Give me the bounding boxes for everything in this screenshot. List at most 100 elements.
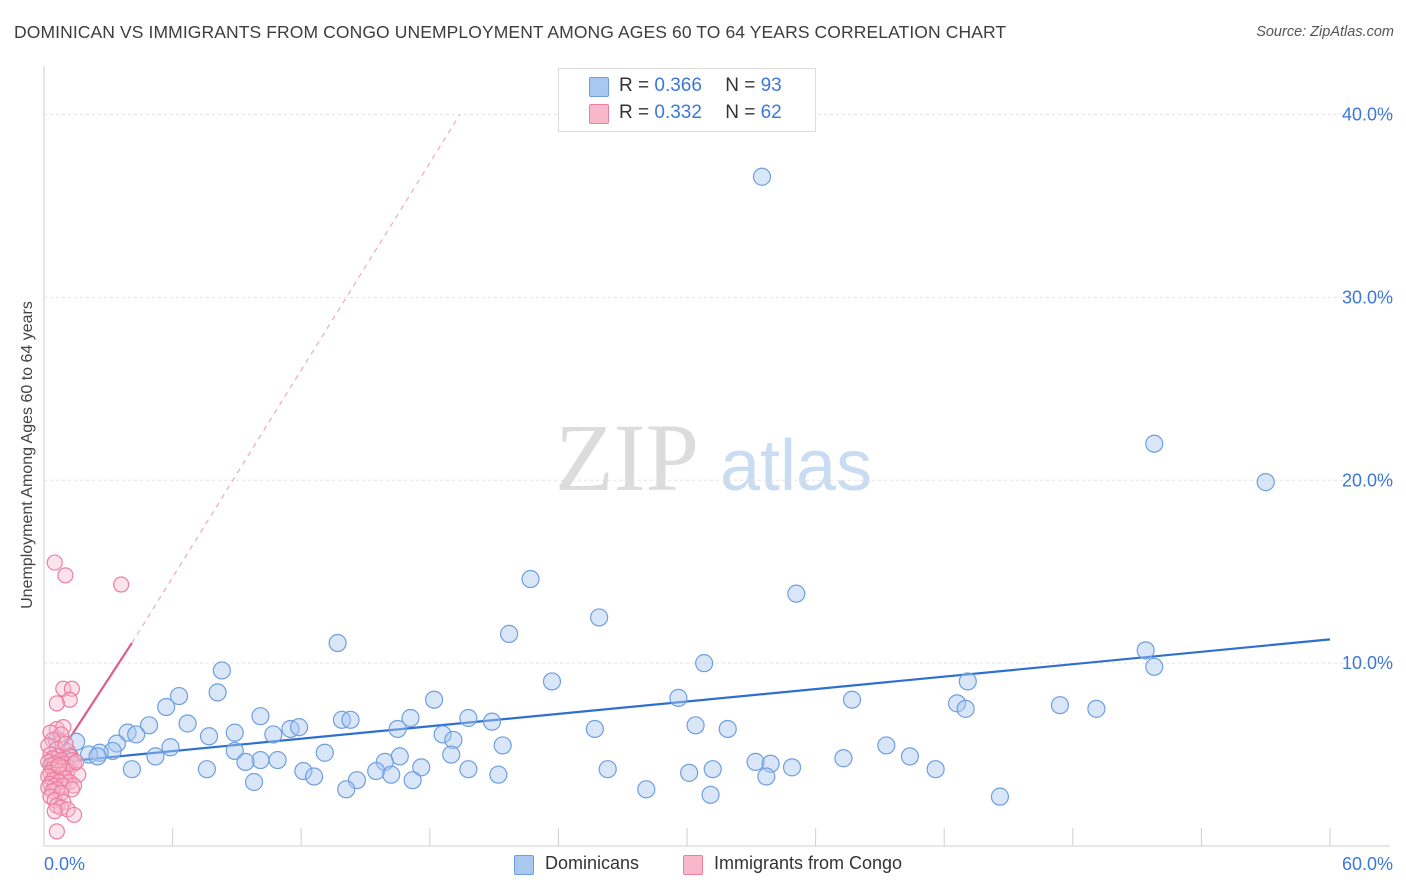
point-dominicans bbox=[236, 752, 255, 771]
point-dominicans bbox=[139, 716, 159, 735]
x-tick-label: 60.0% bbox=[1342, 854, 1393, 874]
y-tick-label: 20.0% bbox=[1342, 470, 1393, 490]
point-dominicans bbox=[1256, 473, 1275, 492]
point-dominicans bbox=[500, 624, 519, 643]
point-congo bbox=[65, 806, 83, 824]
point-dominicans bbox=[926, 760, 945, 779]
point-dominicans bbox=[459, 760, 478, 779]
watermark-zip: ZIP bbox=[555, 404, 699, 511]
source-label: Source: ZipAtlas.com bbox=[1256, 24, 1394, 40]
point-dominicans bbox=[251, 707, 270, 726]
trend-line-dominicans bbox=[61, 638, 1331, 763]
point-dominicans bbox=[337, 780, 356, 799]
point-congo bbox=[46, 554, 63, 571]
point-dominicans bbox=[1087, 699, 1106, 718]
point-dominicans bbox=[433, 725, 452, 744]
point-dominicans bbox=[1050, 696, 1070, 715]
point-congo bbox=[57, 735, 74, 752]
legend-n-label: N = bbox=[725, 75, 756, 96]
chart-title: DOMINICAN VS IMMIGRANTS FROM CONGO UNEMP… bbox=[14, 22, 1007, 42]
point-congo bbox=[48, 695, 65, 712]
y-tick-label: 40.0% bbox=[1342, 105, 1393, 125]
trend-extension-congo bbox=[131, 114, 461, 644]
point-dominicans bbox=[489, 765, 508, 784]
point-dominicans bbox=[590, 608, 609, 627]
point-dominicans bbox=[127, 725, 146, 744]
point-dominicans bbox=[122, 760, 141, 779]
point-dominicans bbox=[208, 683, 227, 702]
point-dominicans bbox=[212, 661, 231, 680]
point-dominicans bbox=[289, 718, 309, 737]
point-congo bbox=[57, 567, 74, 584]
correlation-legend: R = 0.366 N = 93 R = 0.332 N = 62 bbox=[558, 68, 816, 132]
point-congo bbox=[68, 753, 85, 770]
point-dominicans bbox=[178, 714, 197, 733]
point-dominicans bbox=[521, 569, 540, 589]
point-dominicans bbox=[746, 752, 765, 771]
point-dominicans bbox=[197, 760, 216, 779]
legend-r-value: 0.366 bbox=[654, 75, 702, 96]
point-dominicans bbox=[403, 771, 422, 790]
point-dominicans bbox=[88, 747, 107, 766]
point-dominicans bbox=[294, 761, 313, 781]
point-dominicans bbox=[482, 712, 502, 731]
point-dominicans bbox=[834, 749, 853, 768]
point-dominicans bbox=[842, 690, 862, 709]
point-dominicans bbox=[787, 584, 806, 603]
point-congo bbox=[53, 726, 70, 743]
point-dominicans bbox=[701, 785, 720, 804]
data-points bbox=[40, 167, 1275, 840]
point-dominicans bbox=[1145, 434, 1164, 453]
y-tick-label: 10.0% bbox=[1342, 653, 1393, 673]
point-dominicans bbox=[199, 727, 219, 746]
point-congo bbox=[48, 823, 65, 840]
point-dominicans bbox=[877, 736, 896, 755]
watermark-atlas: atlas bbox=[720, 426, 872, 506]
legend-row-congo: R = 0.332 N = 62 bbox=[619, 102, 782, 124]
point-dominicans bbox=[328, 633, 347, 653]
point-dominicans bbox=[703, 760, 722, 779]
point-dominicans bbox=[442, 745, 461, 764]
point-congo bbox=[61, 691, 78, 708]
point-dominicans bbox=[900, 747, 920, 766]
point-dominicans bbox=[757, 767, 776, 786]
point-dominicans bbox=[1145, 657, 1164, 676]
watermark: ZIP atlas bbox=[555, 404, 872, 511]
legend-r-label: R = bbox=[619, 102, 650, 123]
legend-row-dominicans: R = 0.366 N = 93 bbox=[619, 75, 782, 97]
legend-r-label: R = bbox=[619, 75, 650, 96]
point-dominicans bbox=[264, 725, 283, 744]
point-dominicans bbox=[388, 719, 407, 739]
point-dominicans bbox=[341, 710, 360, 729]
point-dominicans bbox=[493, 736, 512, 755]
tick-labels: 10.0% 20.0% 30.0% 40.0% 0.0% 60.0% bbox=[44, 105, 1393, 874]
point-congo bbox=[46, 803, 63, 820]
point-dominicans bbox=[956, 699, 975, 718]
grid bbox=[44, 114, 1390, 664]
point-dominicans bbox=[718, 719, 737, 739]
point-dominicans bbox=[459, 708, 478, 728]
point-dominicans bbox=[244, 772, 264, 792]
point-dominicans bbox=[225, 741, 244, 761]
point-dominicans bbox=[637, 780, 656, 799]
point-congo bbox=[59, 801, 76, 818]
bottom-legend-swatch-dominicans bbox=[514, 855, 534, 875]
point-dominicans bbox=[268, 750, 287, 770]
point-congo bbox=[50, 757, 68, 774]
axes bbox=[43, 66, 1390, 847]
point-congo bbox=[113, 576, 130, 593]
point-dominicans bbox=[1136, 641, 1155, 660]
point-dominicans bbox=[251, 750, 270, 770]
legend-n-label: N = bbox=[725, 102, 756, 123]
point-dominicans bbox=[382, 765, 401, 784]
legend-swatch-congo bbox=[589, 104, 609, 124]
legend-n-value: 93 bbox=[760, 75, 782, 96]
point-dominicans bbox=[680, 763, 699, 782]
point-dominicans bbox=[161, 738, 180, 757]
point-dominicans bbox=[990, 787, 1010, 806]
point-dominicans bbox=[225, 723, 244, 742]
y-tick-label: 30.0% bbox=[1342, 287, 1393, 307]
legend-n-value: 62 bbox=[760, 102, 782, 123]
point-dominicans bbox=[444, 730, 463, 750]
